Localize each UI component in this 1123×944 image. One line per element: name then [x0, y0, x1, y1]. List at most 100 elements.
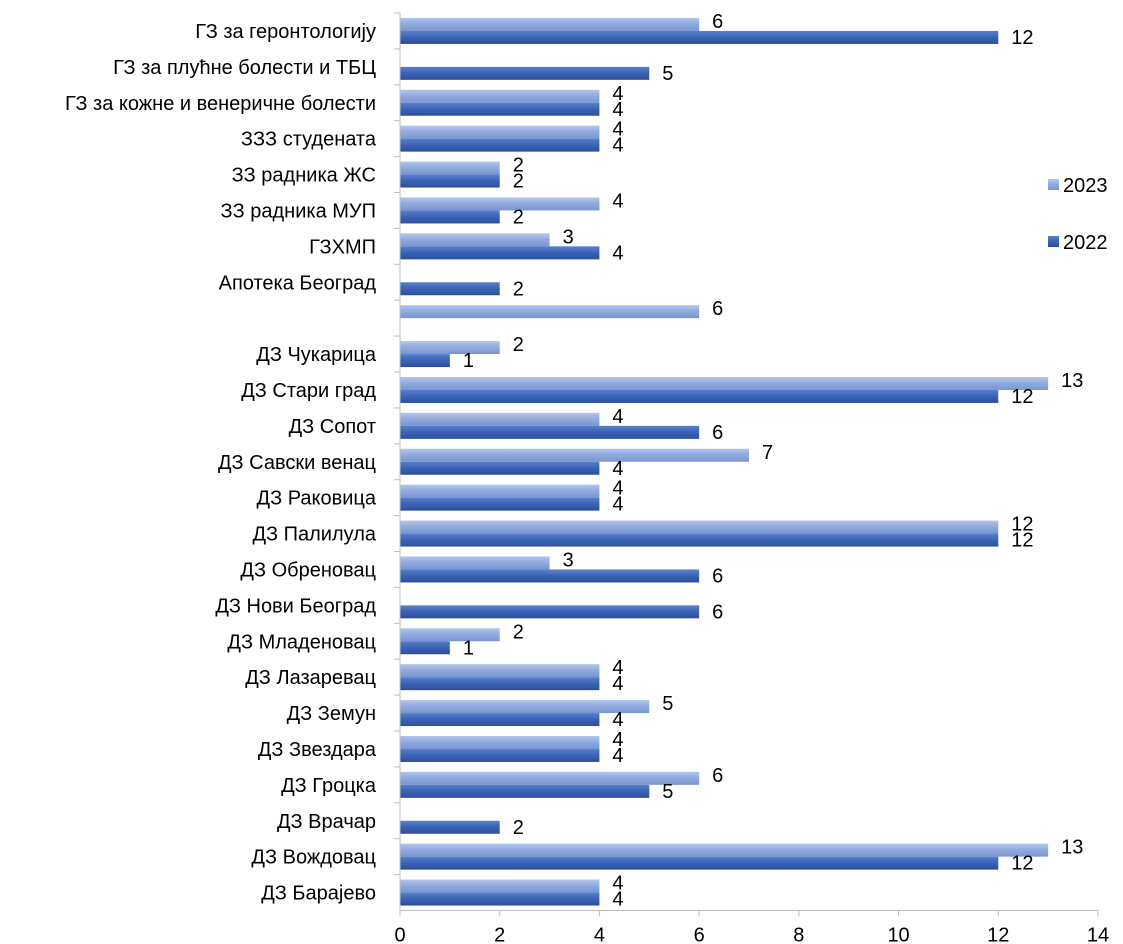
bar-2022 — [400, 713, 600, 727]
data-label: 2 — [513, 278, 524, 300]
bar-2022 — [400, 784, 650, 798]
bar-2022 — [400, 856, 999, 870]
data-label: 4 — [612, 873, 623, 895]
bar-2022 — [400, 30, 999, 44]
data-label: 12 — [1011, 386, 1033, 408]
category-label: ДЗ Младеновац — [227, 631, 376, 653]
x-tick-label: 4 — [594, 925, 605, 944]
category-label: ГЗ за геронтологију — [195, 21, 376, 43]
x-tick-label: 8 — [793, 925, 804, 944]
bar-2023 — [400, 89, 600, 103]
data-label: 4 — [612, 135, 623, 157]
bar-2023 — [400, 376, 1049, 390]
data-label: 12 — [1011, 853, 1033, 875]
data-label: 6 — [712, 298, 723, 320]
bar-2022 — [400, 820, 500, 834]
bar-2023 — [400, 735, 600, 749]
bar-2022 — [400, 246, 600, 260]
bar-2023 — [400, 341, 500, 355]
data-label: 2 — [513, 206, 524, 228]
bar-2023 — [400, 125, 600, 139]
data-label: 6 — [712, 565, 723, 587]
data-label: 4 — [612, 889, 623, 911]
data-label: 5 — [662, 693, 673, 715]
bar-2022 — [400, 425, 700, 439]
bar-2023 — [400, 17, 700, 31]
bar-2023 — [400, 556, 550, 570]
category-label: ГЗ за плућне болести и ТБЦ — [113, 57, 376, 79]
x-tick-label: 6 — [694, 925, 705, 944]
data-label: 12 — [1011, 27, 1033, 49]
category-label: Апотека Београд — [219, 272, 377, 294]
bar-2023 — [400, 484, 600, 498]
bar-2022 — [400, 174, 500, 188]
bar-2023 — [400, 305, 700, 319]
category-label: ДЗ Лазаревац — [245, 667, 376, 689]
bar-2022 — [400, 354, 450, 368]
category-label: ЗЗ радника ЖС — [232, 165, 376, 187]
category-label: ДЗ Чукарица — [256, 344, 377, 366]
legend: 2023 2022 — [1048, 175, 1108, 254]
bar-2023 — [400, 771, 700, 785]
bar-2022 — [400, 66, 650, 80]
x-tick-label: 2 — [494, 925, 505, 944]
bar-2022 — [400, 389, 999, 403]
data-label: 5 — [662, 781, 673, 803]
x-tick-label: 14 — [1087, 925, 1109, 944]
data-label: 3 — [563, 549, 574, 571]
axes-layer: 0 2 4 6 8 10 12 14 — [394, 12, 1109, 944]
bar-2022 — [400, 533, 999, 547]
bar-2023 — [400, 700, 650, 714]
bar-2022 — [400, 282, 500, 296]
category-label: ЗЗ радника МУП — [221, 200, 376, 222]
category-label: ДЗ Стари град — [241, 380, 376, 402]
category-label: ГЗХМП — [309, 236, 376, 258]
data-label: 1 — [463, 350, 474, 372]
category-label: ДЗ Палилула — [252, 524, 376, 546]
data-label: 4 — [612, 745, 623, 767]
category-label: ДЗ Земун — [287, 703, 376, 725]
bar-2022 — [400, 605, 700, 619]
bar-2023 — [400, 664, 600, 678]
category-label: ДЗ Врачар — [277, 811, 376, 833]
legend-swatch — [1048, 179, 1059, 190]
data-label: 4 — [612, 729, 623, 751]
category-label: ДЗ Вождовац — [251, 847, 376, 869]
bars-layer — [400, 17, 1049, 906]
data-label: 6 — [712, 765, 723, 787]
bar-2023 — [400, 233, 550, 247]
data-label: 4 — [612, 657, 623, 679]
bar-2023 — [400, 161, 500, 175]
data-label: 12 — [1011, 530, 1033, 552]
data-label: 1 — [463, 637, 474, 659]
bar-2023 — [400, 197, 600, 211]
bar-2023 — [400, 879, 600, 893]
data-label: 2 — [513, 817, 524, 839]
data-label: 5 — [662, 63, 673, 85]
category-label: ДЗ Савски венац — [218, 452, 376, 474]
data-label: 13 — [1061, 837, 1083, 859]
category-label: ДЗ Нови Београд — [215, 595, 376, 617]
data-label: 12 — [1011, 514, 1033, 536]
bar-2023 — [400, 520, 999, 534]
data-label: 6 — [712, 11, 723, 33]
bar-2022 — [400, 497, 600, 511]
data-label: 6 — [712, 422, 723, 444]
bar-2022 — [400, 677, 600, 691]
x-tick-label: 12 — [987, 925, 1009, 944]
data-label: 4 — [612, 99, 623, 121]
data-label: 2 — [513, 155, 524, 177]
category-label: ДЗ Звездара — [258, 739, 377, 761]
legend-swatch — [1048, 236, 1059, 247]
category-label: ДЗ Гроцка — [281, 775, 377, 797]
data-label: 2 — [513, 621, 524, 643]
data-label: 3 — [563, 226, 574, 248]
data-label: 4 — [612, 478, 623, 500]
category-label: ГЗ за кожне и венеричне болести — [65, 93, 376, 115]
data-label: 6 — [712, 601, 723, 623]
x-tick-label: 0 — [394, 925, 405, 944]
bar-2022 — [400, 748, 600, 762]
data-label: 4 — [612, 494, 623, 516]
